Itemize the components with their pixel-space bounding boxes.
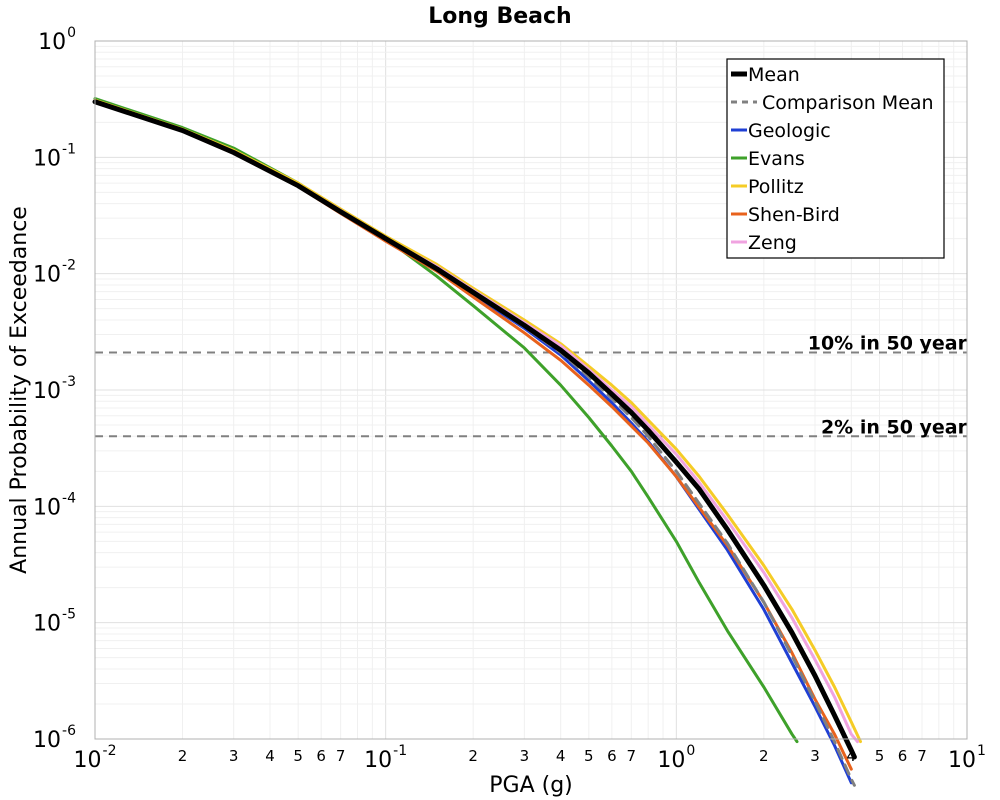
legend-label: Pollitz [748, 176, 804, 198]
x-minor-tick-label: 2 [759, 747, 769, 765]
y-axis-label: Annual Probability of Exceedance [7, 206, 32, 574]
x-tick-label: 100 [657, 743, 695, 773]
x-tick-label: 10-1 [364, 743, 407, 773]
legend-label: Mean [748, 64, 800, 86]
y-tick-label: 100 [38, 25, 76, 55]
x-minor-tick-label: 2 [178, 747, 188, 765]
y-tick-exponent: -2 [62, 258, 76, 274]
series-line-mean [92, 99, 857, 760]
y-tick-exponent: 0 [67, 25, 76, 41]
x-tick-exponent: 0 [686, 743, 695, 759]
x-minor-tick-label: 3 [229, 747, 239, 765]
x-tick-exponent: -1 [393, 743, 407, 759]
y-tick-label: 10-4 [33, 490, 76, 520]
x-minor-tick-label: 7 [627, 747, 637, 765]
x-minor-tick-label: 4 [265, 747, 275, 765]
reference-line-label: 2% in 50 year [821, 416, 968, 438]
y-tick-exponent: -1 [62, 141, 76, 157]
series-lines [92, 97, 862, 787]
legend-box [726, 58, 945, 259]
reference-lines: 10% in 50 year 2% in 50 year [95, 333, 968, 438]
x-minor-tick-label: 6 [607, 747, 617, 765]
plot-grid [94, 41, 967, 740]
x-minor-tick-label: 5 [875, 747, 885, 765]
y-tick-exponent: -5 [62, 607, 76, 623]
y-tick-label: 10-5 [33, 607, 76, 637]
chart-legend: Mean Comparison Mean Geologic Evans Pollitz S… [726, 58, 945, 259]
y-axis-ticks: 100 10-1 10-2 10-3 10-4 10-5 10-6 [33, 25, 76, 753]
reference-line-label: 10% in 50 year [808, 333, 968, 355]
y-tick-label: 10-3 [33, 374, 76, 404]
y-tick-exponent: -6 [62, 723, 76, 739]
y-tick-exponent: -3 [62, 374, 76, 390]
y-tick-label: 10-1 [33, 141, 76, 171]
x-minor-tick-label: 4 [847, 747, 857, 765]
x-minor-tick-label: 7 [336, 747, 346, 765]
legend-label: Evans [748, 148, 805, 170]
x-minor-tick-label: 4 [556, 747, 566, 765]
y-tick-exponent: -4 [62, 490, 76, 506]
x-minor-tick-label: 5 [584, 747, 594, 765]
x-tick-exponent: -2 [103, 743, 117, 759]
x-minor-tick-label: 5 [293, 747, 303, 765]
x-axis-label: PGA (g) [489, 773, 573, 798]
x-minor-tick-label: 3 [520, 747, 530, 765]
y-tick-label: 10-6 [33, 723, 76, 753]
x-tick-exponent: 1 [977, 743, 986, 759]
legend-label: Geologic [748, 120, 831, 142]
chart-title: Long Beach [428, 4, 571, 29]
series-line-evans [93, 97, 799, 744]
legend-label: Zeng [748, 232, 797, 254]
x-tick-label: 101 [948, 743, 986, 773]
legend-label: Comparison Mean [762, 92, 934, 114]
x-minor-tick-label: 3 [810, 747, 820, 765]
x-minor-tick-label: 6 [316, 747, 326, 765]
x-minor-tick-label: 2 [468, 747, 478, 765]
plot-frame [94, 40, 968, 740]
legend-label: Shen-Bird [748, 204, 840, 226]
x-minor-tick-label: 6 [898, 747, 908, 765]
y-tick-label: 10-2 [33, 258, 76, 288]
x-tick-label: 10-2 [74, 743, 117, 773]
x-minor-tick-label: 7 [917, 747, 927, 765]
